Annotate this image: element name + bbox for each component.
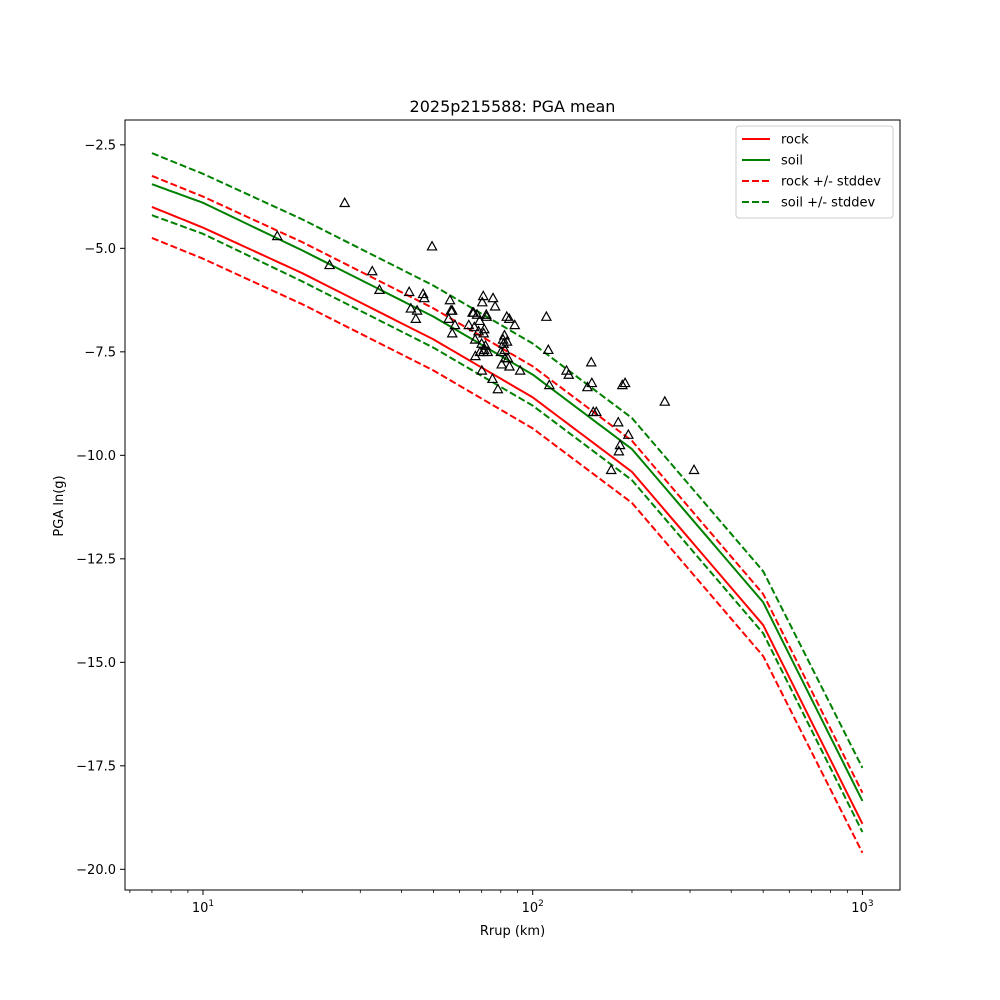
series-line <box>151 174 864 794</box>
x-tick-label-exponent: 3 <box>868 899 874 909</box>
legend-label: soil +/- stddev <box>781 196 876 211</box>
x-tick-label-base: 10 <box>192 901 209 916</box>
observation-point <box>688 463 700 475</box>
observation-point <box>612 416 624 427</box>
observation-point <box>492 383 504 394</box>
observation-point <box>418 292 430 303</box>
legend-label: rock +/- stddev <box>781 175 881 190</box>
x-tick-label-base: 10 <box>522 901 539 916</box>
observation-point <box>476 364 488 375</box>
observation-point <box>501 335 513 346</box>
series-line <box>151 214 864 833</box>
observation-point <box>444 294 456 305</box>
observation-point <box>487 292 499 303</box>
plot-area <box>151 152 864 854</box>
observation-point <box>417 288 429 299</box>
observation-point <box>586 377 598 388</box>
observation-point <box>478 323 490 334</box>
observation-point <box>489 300 501 311</box>
y-tick-label: −12.5 <box>76 552 116 567</box>
legend-box <box>735 125 894 219</box>
series-line <box>151 152 864 769</box>
x-tick-label-base: 10 <box>851 901 868 916</box>
observation-point <box>471 308 483 319</box>
observation-point <box>271 230 283 241</box>
x-tick-label: 102 <box>522 899 544 916</box>
observation-point <box>590 406 602 417</box>
x-tick-label: 103 <box>851 899 873 916</box>
y-axis-label: PGA ln(g) <box>52 475 67 536</box>
observation-point <box>373 283 386 295</box>
legend: rock soil rock +/- stddev soil +/- stddev <box>735 125 894 219</box>
observation-point <box>479 339 492 350</box>
x-tick-label: 101 <box>192 899 214 916</box>
chart-title: 2025p215588: PGA mean <box>410 97 616 116</box>
x-tick-label-exponent: 1 <box>208 899 214 909</box>
observation-point <box>499 343 511 355</box>
observation-point <box>449 319 461 330</box>
observation-point <box>605 463 617 475</box>
observation-point <box>501 310 513 321</box>
plot-frame <box>124 119 901 891</box>
observation-point <box>480 308 492 319</box>
y-tick-label: −5.0 <box>84 242 116 257</box>
observation-point <box>405 302 417 313</box>
observation-point <box>616 379 628 390</box>
x-axis-label: Rrup (km) <box>480 924 545 939</box>
observation-point <box>503 360 516 371</box>
observation-point <box>468 321 480 332</box>
observation-point <box>503 312 515 323</box>
observation-point <box>509 319 521 330</box>
observation-point <box>496 358 508 369</box>
y-tick-label: −20.0 <box>76 863 116 878</box>
observation-point <box>443 312 455 323</box>
observation-point <box>514 364 526 375</box>
observation-point <box>543 379 555 390</box>
series-line <box>151 237 864 854</box>
observation-point <box>619 377 631 388</box>
observation-point <box>410 312 422 323</box>
y-tick-label: −17.5 <box>76 759 116 774</box>
observation-point <box>659 395 671 406</box>
observation-point <box>495 345 507 357</box>
observation-point <box>482 345 494 357</box>
x-tick-label-exponent: 2 <box>538 899 544 909</box>
y-tick-label: −2.5 <box>84 138 116 153</box>
observation-point <box>502 352 514 363</box>
observation-point <box>411 304 423 315</box>
observation-point <box>426 240 438 251</box>
observation-point <box>481 310 493 321</box>
legend-label: soil <box>781 154 803 169</box>
observation-point <box>446 327 458 338</box>
observation-point <box>403 285 415 297</box>
observation-point <box>463 319 475 330</box>
x-axis-ticks: 101 102 103 <box>129 890 874 916</box>
observation-point <box>476 296 488 307</box>
observation-point <box>477 290 489 301</box>
observation-point <box>366 265 378 276</box>
observation-point <box>540 310 552 321</box>
observation-point <box>585 356 597 367</box>
y-tick-label: −15.0 <box>76 656 116 671</box>
observation-point <box>563 368 575 379</box>
observation-point <box>323 259 336 270</box>
observation-markers <box>271 196 700 475</box>
y-tick-label: −10.0 <box>76 449 116 464</box>
observation-point <box>339 196 351 208</box>
observation-point <box>486 372 499 384</box>
y-tick-label: −7.5 <box>84 345 116 360</box>
observation-point <box>446 304 458 315</box>
legend-label: rock <box>781 133 809 148</box>
y-axis-ticks: −2.5 −5.0 −7.5 −10.0 −12.5 −15.0 −17.5 −20.0 <box>76 138 125 878</box>
observation-point <box>498 329 511 340</box>
observation-point <box>613 445 625 456</box>
observation-point <box>542 343 554 355</box>
observation-point <box>622 428 634 439</box>
observation-point <box>469 333 481 344</box>
